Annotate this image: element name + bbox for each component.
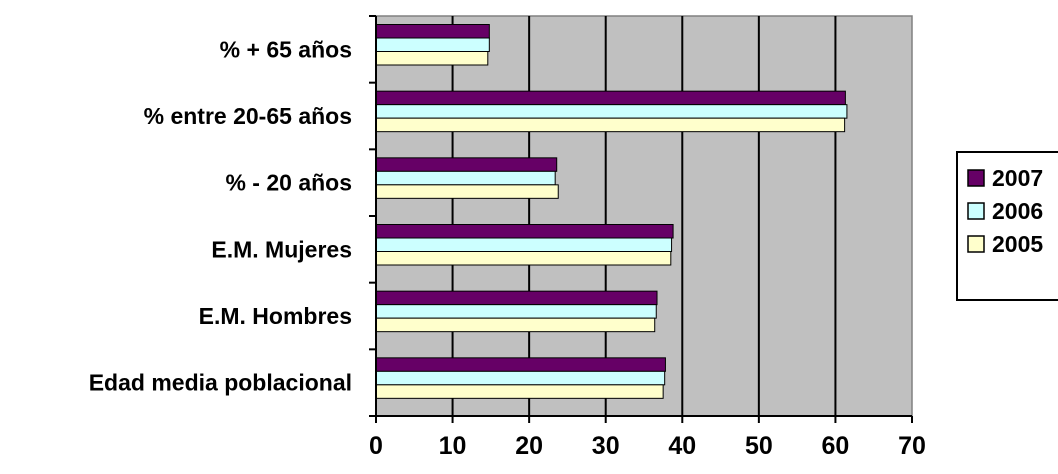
x-tick-label: 20	[515, 432, 543, 460]
bar-2006	[375, 304, 657, 319]
bar-2006	[375, 237, 673, 252]
x-tick-label: 30	[592, 432, 620, 460]
legend-label-2006: 2006	[992, 198, 1043, 224]
category-label: % - 20 años	[225, 170, 352, 196]
legend-swatch-2007	[967, 169, 985, 187]
x-tick-label: 50	[745, 432, 773, 460]
bar-2007	[375, 290, 658, 306]
bar-2007	[375, 224, 674, 239]
x-tick-label: 60	[822, 432, 850, 460]
category-label: % entre 20-65 años	[144, 103, 352, 129]
legend-label-2005: 2005	[992, 231, 1043, 257]
bar-2007	[375, 357, 666, 372]
bar-2005	[375, 184, 559, 199]
legend-swatch-2005	[967, 235, 985, 253]
bar-2006	[375, 170, 556, 186]
bar-2005	[375, 51, 489, 66]
legend-label-2007: 2007	[992, 165, 1043, 191]
bar-2006	[375, 104, 848, 119]
bar-2005	[375, 384, 664, 399]
category-label: E.M. Hombres	[199, 303, 352, 329]
category-label: % + 65 años	[220, 36, 352, 62]
category-label: Edad media poblacional	[89, 370, 352, 396]
bar-2005	[375, 251, 672, 266]
bar-2007	[375, 157, 558, 172]
bar-2006	[375, 370, 666, 386]
x-tick-label: 0	[369, 432, 383, 460]
x-tick-label: 70	[898, 432, 926, 460]
bar-2007	[375, 24, 490, 39]
plot-area	[375, 15, 913, 417]
bar-2005	[375, 117, 846, 133]
bar-2006	[375, 37, 490, 52]
x-tick-label: 40	[668, 432, 696, 460]
category-label: E.M. Mujeres	[211, 236, 352, 262]
legend-swatch-2006	[967, 202, 985, 220]
x-tick-label: 10	[439, 432, 467, 460]
bar-2005	[375, 317, 656, 333]
bar-2007	[375, 90, 846, 106]
